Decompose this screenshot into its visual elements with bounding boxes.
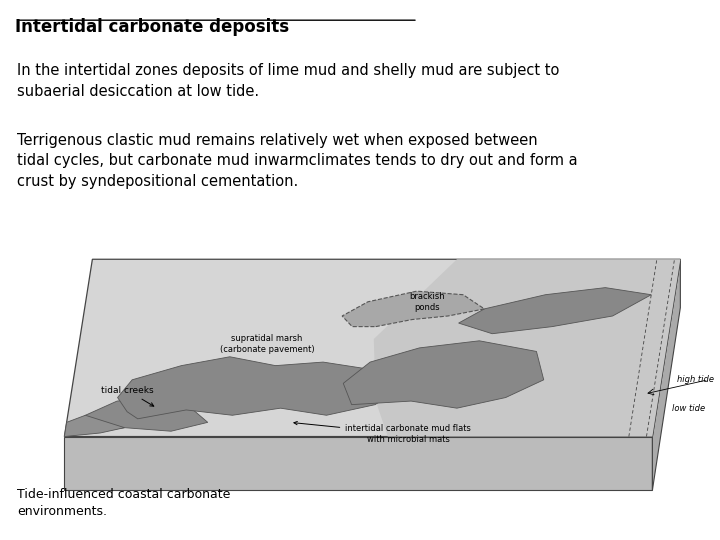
Polygon shape [64,259,680,436]
Polygon shape [343,341,544,408]
Polygon shape [459,288,652,334]
Text: tidal creeks: tidal creeks [101,386,154,406]
Polygon shape [64,397,208,436]
Text: Terrigenous clastic mud remains relatively wet when exposed between
tidal cycles: Terrigenous clastic mud remains relative… [17,133,577,189]
Text: brackish
ponds: brackish ponds [409,292,444,312]
Text: low tide: low tide [672,404,705,413]
Polygon shape [374,259,680,436]
Text: Intertidal carbonate deposits: Intertidal carbonate deposits [15,17,289,36]
Polygon shape [117,357,402,419]
Text: high tide: high tide [677,375,714,384]
Text: In the intertidal zones deposits of lime mud and shelly mud are subject to
subae: In the intertidal zones deposits of lime… [17,63,559,99]
Polygon shape [652,259,680,490]
Text: Tide-influenced coastal carbonate
environments.: Tide-influenced coastal carbonate enviro… [17,488,230,517]
Text: supratidal marsh
(carbonate pavement): supratidal marsh (carbonate pavement) [220,334,315,354]
Polygon shape [64,415,125,436]
Polygon shape [342,291,485,327]
Text: intertidal carbonate mud flats
with microbial mats: intertidal carbonate mud flats with micr… [294,421,471,444]
Polygon shape [64,436,652,490]
